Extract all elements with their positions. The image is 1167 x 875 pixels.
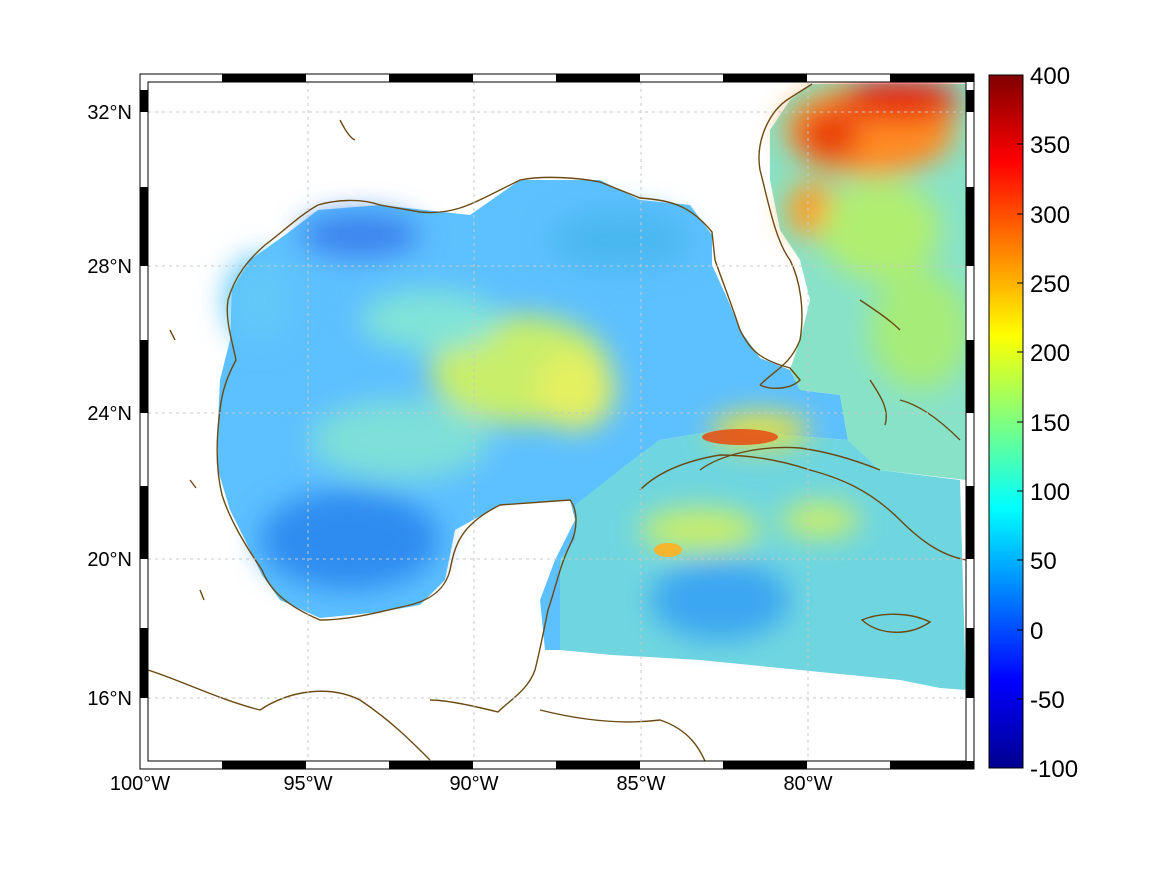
longitude-labels: 100°W 95°W 90°W 85°W 80°W <box>110 773 833 795</box>
gulf-data-field <box>218 180 848 650</box>
lon-label-100w: 100°W <box>110 773 170 795</box>
lon-label-80w: 80°W <box>783 773 832 795</box>
colorbar-label-350: 350 <box>1030 132 1070 159</box>
lat-label-28n: 28°N <box>87 256 132 278</box>
caribbean-data-field <box>560 430 966 690</box>
lat-label-24n: 24°N <box>87 403 132 425</box>
colorbar-label-400: 400 <box>1030 63 1070 90</box>
lon-label-90w: 90°W <box>449 773 498 795</box>
lat-label-20n: 20°N <box>87 549 132 571</box>
colorbar-label-100: 100 <box>1030 479 1070 506</box>
colorbar-label-150: 150 <box>1030 410 1070 437</box>
colorbar-label-0: 0 <box>1030 618 1043 645</box>
lon-label-85w: 85°W <box>616 773 665 795</box>
colorbar-label-neg50: -50 <box>1030 687 1065 714</box>
lon-label-95w: 95°W <box>283 773 332 795</box>
colorbar-label-200: 200 <box>1030 340 1070 367</box>
colorbar-label-50: 50 <box>1030 548 1057 575</box>
colorbar-label-250: 250 <box>1030 271 1070 298</box>
lat-label-32n: 32°N <box>87 102 132 124</box>
colorbar: 400 350 300 250 200 150 100 50 0 -50 -10… <box>988 63 1078 783</box>
lat-label-16n: 16°N <box>87 688 132 710</box>
map-frame <box>139 73 975 770</box>
lat-lon-grid <box>148 82 966 761</box>
colorbar-label-neg100: -100 <box>1030 756 1078 783</box>
coastlines <box>148 83 966 761</box>
latitude-labels: 32°N 28°N 24°N 20°N 16°N <box>87 102 132 710</box>
atlantic-data-field <box>654 82 966 557</box>
colorbar-label-300: 300 <box>1030 202 1070 229</box>
